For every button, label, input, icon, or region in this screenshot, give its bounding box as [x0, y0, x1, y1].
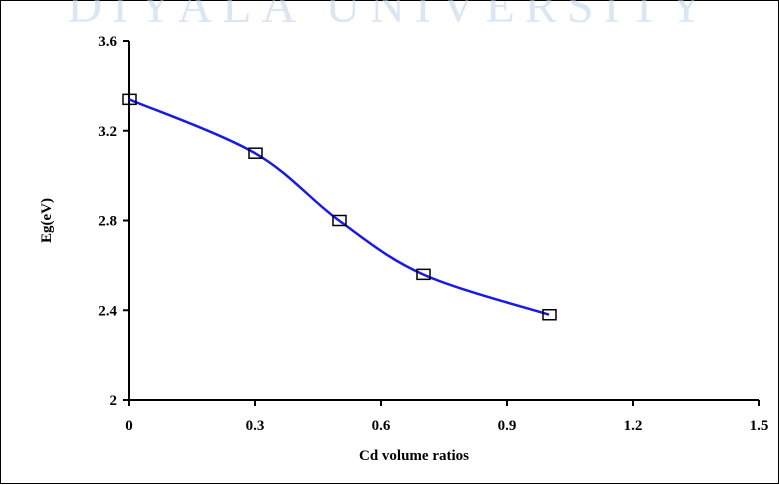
x-tick-label: 1.5: [750, 418, 769, 434]
data-point-marker: [542, 308, 557, 321]
x-tick-label: 0: [125, 418, 133, 434]
data-point-marker: [416, 268, 431, 281]
axes: [128, 41, 759, 401]
data-point-marker: [122, 93, 137, 106]
y-tick-label: 3.2: [98, 124, 117, 140]
y-tick-label: 2: [110, 393, 118, 409]
y-axis-title: Eg(eV): [39, 198, 55, 243]
series-layer: [122, 93, 557, 321]
x-axis-title: Cd volume ratios: [359, 448, 469, 464]
x-tick-label: 1.2: [624, 418, 643, 434]
x-tick-label: 0.9: [498, 418, 517, 434]
y-tick-label: 2.4: [98, 303, 117, 319]
data-point-marker: [332, 214, 347, 227]
ticks: 0 0.3 0.6 0.9 1.2 1.5 2 2.4 2.8 3.2 3.6: [98, 34, 768, 434]
series-line: [128, 98, 550, 316]
y-tick-label: 3.6: [98, 34, 117, 50]
data-point-marker: [248, 147, 263, 159]
x-tick-label: 0.6: [372, 418, 391, 434]
x-tick-label: 0.3: [246, 418, 265, 434]
y-tick-label: 2.8: [98, 214, 117, 230]
